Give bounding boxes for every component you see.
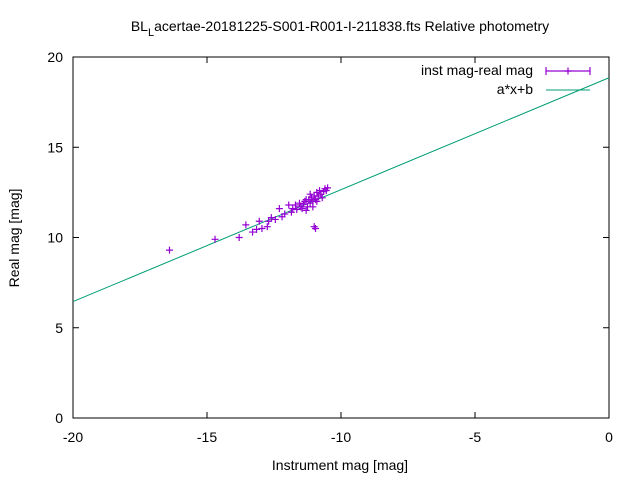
legend-label-fit: a*x+b <box>497 81 533 97</box>
data-point <box>312 224 320 232</box>
data-point <box>249 228 257 236</box>
data-point <box>324 184 332 192</box>
x-axis-label: Instrument mag [mag] <box>272 457 408 473</box>
data-point <box>165 246 173 254</box>
x-tick-label: -20 <box>63 429 83 445</box>
x-tick-label: -15 <box>197 429 217 445</box>
data-point <box>285 201 293 209</box>
data-point <box>242 221 250 229</box>
x-tick-label: 0 <box>605 429 613 445</box>
data-point <box>253 225 261 233</box>
y-tick-label: 10 <box>47 230 63 246</box>
data-point <box>318 194 326 202</box>
data-point <box>281 210 289 218</box>
data-point <box>302 196 310 204</box>
y-axis-label: Real mag [mag] <box>6 189 22 288</box>
data-point <box>275 205 283 213</box>
data-point <box>293 206 301 214</box>
data-point <box>316 187 324 195</box>
x-tick-label: -10 <box>331 429 351 445</box>
data-point <box>235 234 243 241</box>
plot-area: -20 -15 -10 -5 0 0 5 10 15 20 inst mag-real mag a*x… <box>47 49 613 445</box>
y-tick-label: 0 <box>55 410 63 426</box>
chart-title-rest: acertae-20181225-S001-R001-I-211838.fts … <box>154 18 549 34</box>
data-point <box>287 208 295 216</box>
data-point <box>289 205 297 213</box>
data-point <box>302 206 310 214</box>
y-tick-label: 20 <box>47 49 63 65</box>
chart-title-prefix: BL <box>131 18 148 34</box>
data-point <box>295 199 303 207</box>
data-point <box>306 190 314 198</box>
fit-line <box>72 77 610 303</box>
data-point <box>313 197 321 205</box>
data-point <box>258 224 266 232</box>
data-point <box>255 217 263 225</box>
x-tick-label: -5 <box>469 429 482 445</box>
chart-title: BLLacertae-20181225-S001-R001-I-211838.f… <box>131 18 549 39</box>
data-point <box>263 223 271 231</box>
data-point <box>310 223 318 231</box>
y-tick-label: 5 <box>55 320 63 336</box>
data-point <box>265 217 273 225</box>
legend-swatch-points-marker <box>564 67 572 75</box>
data-point <box>211 235 219 243</box>
data-point <box>267 214 275 222</box>
legend-label-points: inst mag-real mag <box>421 62 533 78</box>
y-tick-label: 15 <box>47 139 63 155</box>
chart-title-subscript: L <box>148 27 154 39</box>
data-point <box>298 205 306 213</box>
data-point <box>291 201 299 209</box>
data-point <box>271 215 279 223</box>
data-point <box>309 203 317 211</box>
